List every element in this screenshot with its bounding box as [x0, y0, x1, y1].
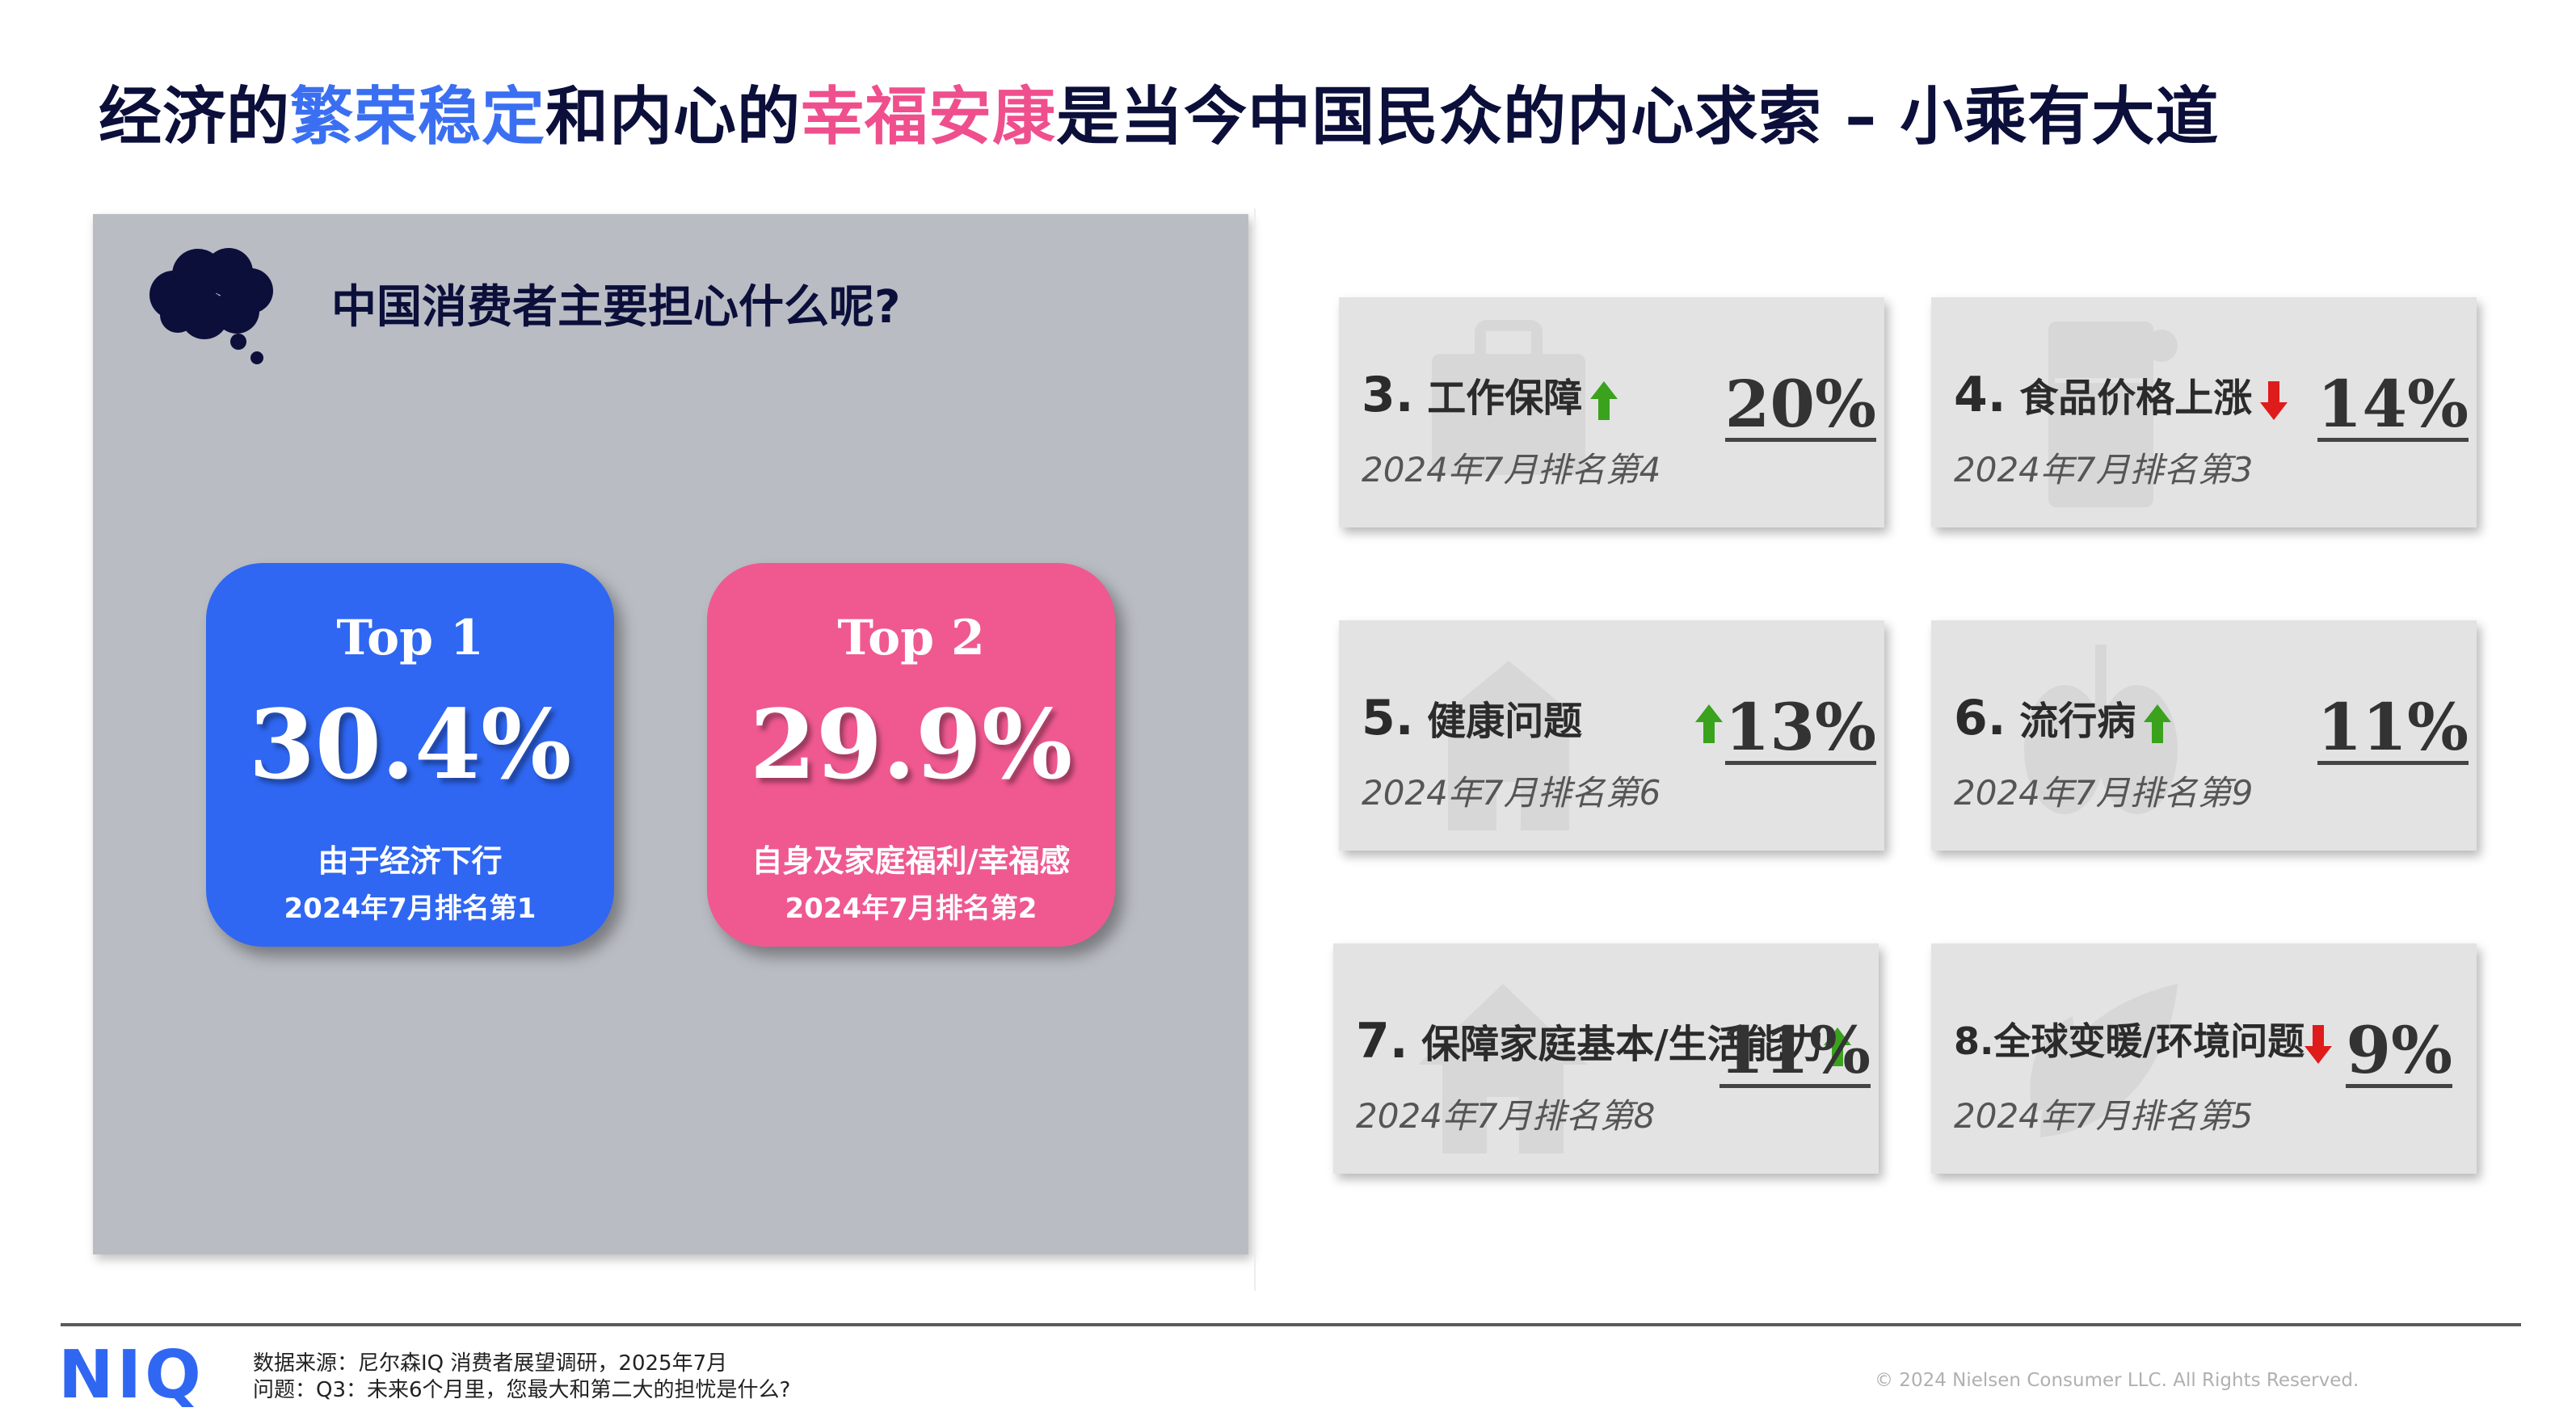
top1-card: Top 1 30.4% 由于经济下行 2024年7月排名第1 — [206, 563, 614, 947]
top1-percent: 30.4% — [248, 688, 572, 800]
card-label: 5. 健康问题 — [1362, 689, 1724, 746]
top2-note: 2024年7月排名第2 — [785, 893, 1038, 925]
concern-card-job-security: 3. 工作保障 2024年7月排名第4 20% — [1339, 297, 1884, 527]
top1-note: 2024年7月排名第1 — [284, 893, 537, 925]
card-label: 8.全球变暖/环境问题 — [1954, 1012, 2333, 1065]
card-title: 全球变暖/环境问题 — [1993, 1019, 2305, 1063]
footer-source: 数据来源：尼尔森IQ 消费者展望调研，2025年7月 问题：Q3：未来6个月里，… — [253, 1351, 790, 1403]
thought-cloud-icon — [149, 248, 273, 364]
panel-question: 中国消费者主要担心什么呢? — [331, 281, 901, 334]
card-label: 7. 保障家庭基本/生活能力 — [1356, 1012, 1851, 1069]
card-previous-rank: 2024年7月排名第9 — [1954, 773, 2254, 813]
concern-card-food-prices: 4. 食品价格上涨 2024年7月排名第3 14% — [1931, 297, 2477, 527]
arrow-up-icon — [2144, 704, 2172, 743]
card-label: 3. 工作保障 — [1362, 366, 1618, 423]
card-number: 8. — [1954, 1019, 1994, 1063]
arrow-down-icon — [2305, 1024, 2333, 1064]
card-percent: 20% — [1724, 366, 1876, 442]
page-title: 经济的繁荣稳定和内心的幸福安康是当今中国民众的内心求索 – 小乘有大道 — [99, 66, 2219, 157]
niq-logo: NIQ — [58, 1337, 204, 1414]
vertical-divider — [1254, 208, 1256, 1291]
card-percent: 11% — [1719, 1012, 1871, 1088]
top2-percent: 29.9% — [749, 688, 1073, 800]
concern-card-epidemic: 6. 流行病 2024年7月排名第9 11% — [1931, 620, 2477, 851]
card-percent: 14% — [2317, 366, 2469, 442]
card-title: 健康问题 — [1427, 699, 1583, 744]
briefcase-icon — [1432, 320, 1585, 475]
title-highlight-2: 幸福安康 — [801, 81, 1057, 153]
concern-card-family-livelihood: 7. 保障家庭基本/生活能力 2024年7月排名第8 11% — [1333, 943, 1879, 1174]
arrow-up-icon — [1823, 1027, 1851, 1066]
card-percent: 9% — [2346, 1012, 2452, 1088]
card-title: 工作保障 — [1427, 376, 1583, 421]
card-percent: 13% — [1724, 689, 1876, 765]
title-part-3: 是当今中国民众的内心求索 – 小乘有大道 — [1056, 81, 2220, 153]
card-previous-rank: 2024年7月排名第8 — [1356, 1096, 1656, 1136]
top-concerns-panel: 中国消费者主要担心什么呢? Top 1 30.4% 由于经济下行 2024年7月… — [93, 214, 1248, 1254]
title-part-2: 和内心的 — [545, 81, 802, 153]
card-previous-rank: 2024年7月排名第5 — [1954, 1096, 2254, 1136]
arrow-up-icon — [1590, 381, 1618, 420]
question-line: 问题：Q3：未来6个月里，您最大和第二大的担忧是什么? — [253, 1377, 791, 1402]
footer-divider — [61, 1323, 2521, 1326]
card-previous-rank: 2024年7月排名第3 — [1954, 450, 2254, 490]
card-title: 保障家庭基本/生活能力 — [1421, 1022, 1824, 1067]
title-part-1: 经济的 — [99, 81, 291, 153]
fridge-icon — [2048, 321, 2178, 507]
copyright: © 2024 Nielsen Consumer LLC. All Rights … — [1875, 1370, 2359, 1391]
arrow-up-icon — [1695, 704, 1724, 743]
card-previous-rank: 2024年7月排名第6 — [1362, 773, 1661, 813]
card-previous-rank: 2024年7月排名第4 — [1362, 450, 1661, 490]
concern-card-global-warming: 8.全球变暖/环境问题 2024年7月排名第5 9% — [1931, 943, 2477, 1174]
top1-reason: 由于经济下行 — [318, 843, 503, 879]
card-number: 4. — [1954, 367, 2006, 423]
concern-card-health: 5. 健康问题 2024年7月排名第6 13% — [1339, 620, 1884, 851]
top2-card: Top 2 29.9% 自身及家庭福利/幸福感 2024年7月排名第2 — [707, 563, 1115, 947]
top2-rank: Top 2 — [837, 610, 985, 666]
leaf-icon — [2030, 984, 2178, 1137]
lungs-icon — [2024, 645, 2178, 814]
card-number: 5. — [1362, 690, 1414, 746]
card-number: 7. — [1356, 1013, 1408, 1069]
card-percent: 11% — [2317, 689, 2469, 765]
arrow-down-icon — [2260, 381, 2288, 420]
title-highlight-1: 繁荣稳定 — [290, 81, 546, 153]
hospital-icon — [1440, 661, 1577, 830]
card-number: 6. — [1954, 690, 2006, 746]
top1-rank: Top 1 — [336, 610, 484, 666]
card-label: 4. 食品价格上涨 — [1954, 366, 2288, 423]
card-title: 食品价格上涨 — [2019, 376, 2253, 421]
house-icon — [1418, 984, 1588, 1153]
card-number: 3. — [1362, 367, 1414, 423]
top2-reason: 自身及家庭福利/幸福感 — [751, 843, 1071, 879]
source-line: 数据来源：尼尔森IQ 消费者展望调研，2025年7月 — [253, 1351, 728, 1376]
card-label: 6. 流行病 — [1954, 689, 2172, 746]
card-title: 流行病 — [2019, 699, 2136, 744]
